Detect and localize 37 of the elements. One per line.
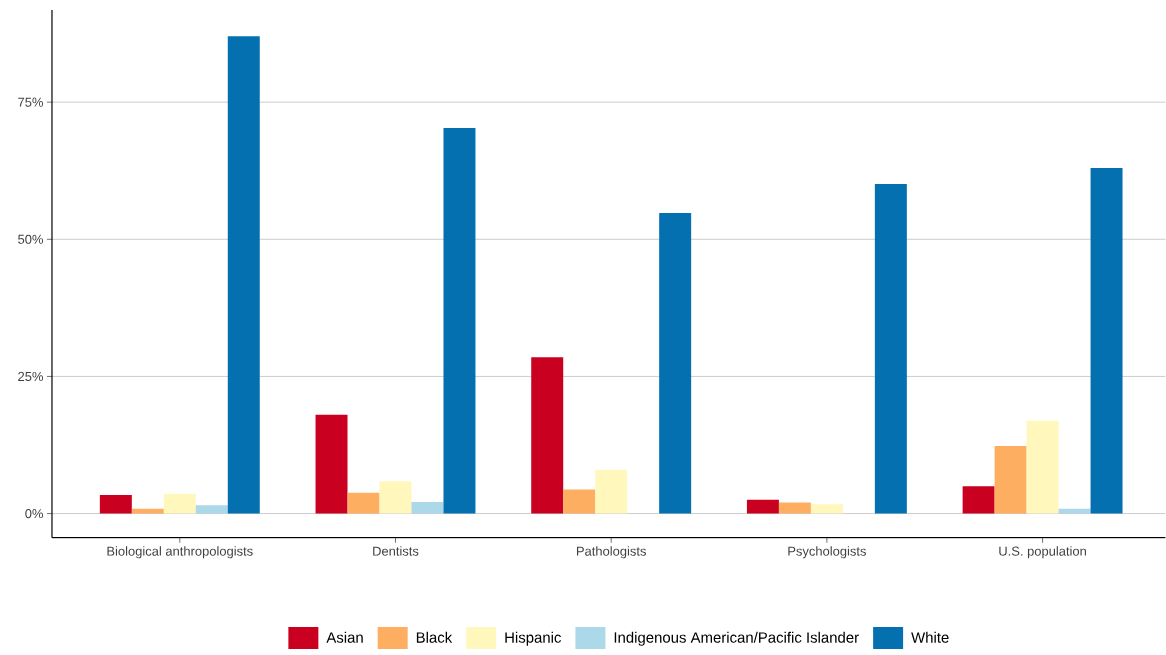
bar — [99, 495, 132, 514]
bar — [595, 469, 628, 514]
bar — [810, 504, 843, 514]
x-tick-label: Dentists — [373, 546, 419, 556]
x-tick-label: Biological anthropologists — [107, 546, 253, 559]
bar — [659, 213, 692, 514]
bar — [163, 494, 196, 514]
legend-label: Hispanic — [505, 632, 562, 646]
y-tick-label: 25% — [18, 372, 44, 382]
bar — [443, 128, 476, 514]
legend-label: Indigenous American/Pacific Islander — [614, 632, 859, 646]
y-tick-label: 0% — [25, 509, 44, 519]
bar — [227, 36, 260, 514]
bar — [347, 492, 380, 514]
bar — [994, 446, 1027, 514]
x-tick-label: Psychologists — [788, 546, 866, 559]
bar — [746, 500, 779, 514]
legend-label: White — [911, 632, 949, 643]
bar — [874, 184, 907, 514]
bar — [563, 489, 596, 514]
legend-label: Asian — [326, 632, 363, 643]
bar — [411, 502, 444, 514]
bar — [778, 502, 811, 514]
x-tick-label: Pathologists — [576, 546, 646, 559]
y-tick-label: 75% — [18, 97, 44, 107]
bar — [531, 357, 564, 514]
x-tick-label: U.S. population — [999, 546, 1086, 559]
bar — [1058, 508, 1091, 514]
bar — [1090, 168, 1123, 514]
bar — [315, 415, 348, 514]
bar — [195, 505, 228, 514]
bar — [962, 486, 995, 514]
bar — [131, 508, 164, 514]
bar — [379, 481, 412, 514]
bar — [1026, 421, 1059, 514]
y-tick-label: 50% — [18, 234, 44, 245]
legend-label: Black — [416, 632, 453, 643]
